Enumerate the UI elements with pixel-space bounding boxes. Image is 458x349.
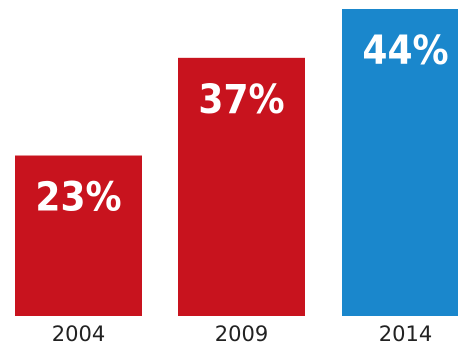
bar-2009: [178, 57, 305, 316]
category-label-2009: 2009: [215, 322, 268, 346]
bar-2004: [15, 155, 142, 316]
category-label-2014: 2014: [379, 322, 432, 346]
category-labels-group: 2004 2009 2014: [52, 322, 432, 346]
value-labels-group: 23% 37% 44%: [35, 28, 448, 221]
value-label-2014: 44%: [362, 28, 448, 74]
value-label-2004: 23%: [35, 175, 121, 221]
bars-group: [15, 9, 458, 316]
category-label-2004: 2004: [52, 322, 105, 346]
bar-2014: [342, 9, 458, 316]
value-label-2009: 37%: [198, 77, 284, 123]
